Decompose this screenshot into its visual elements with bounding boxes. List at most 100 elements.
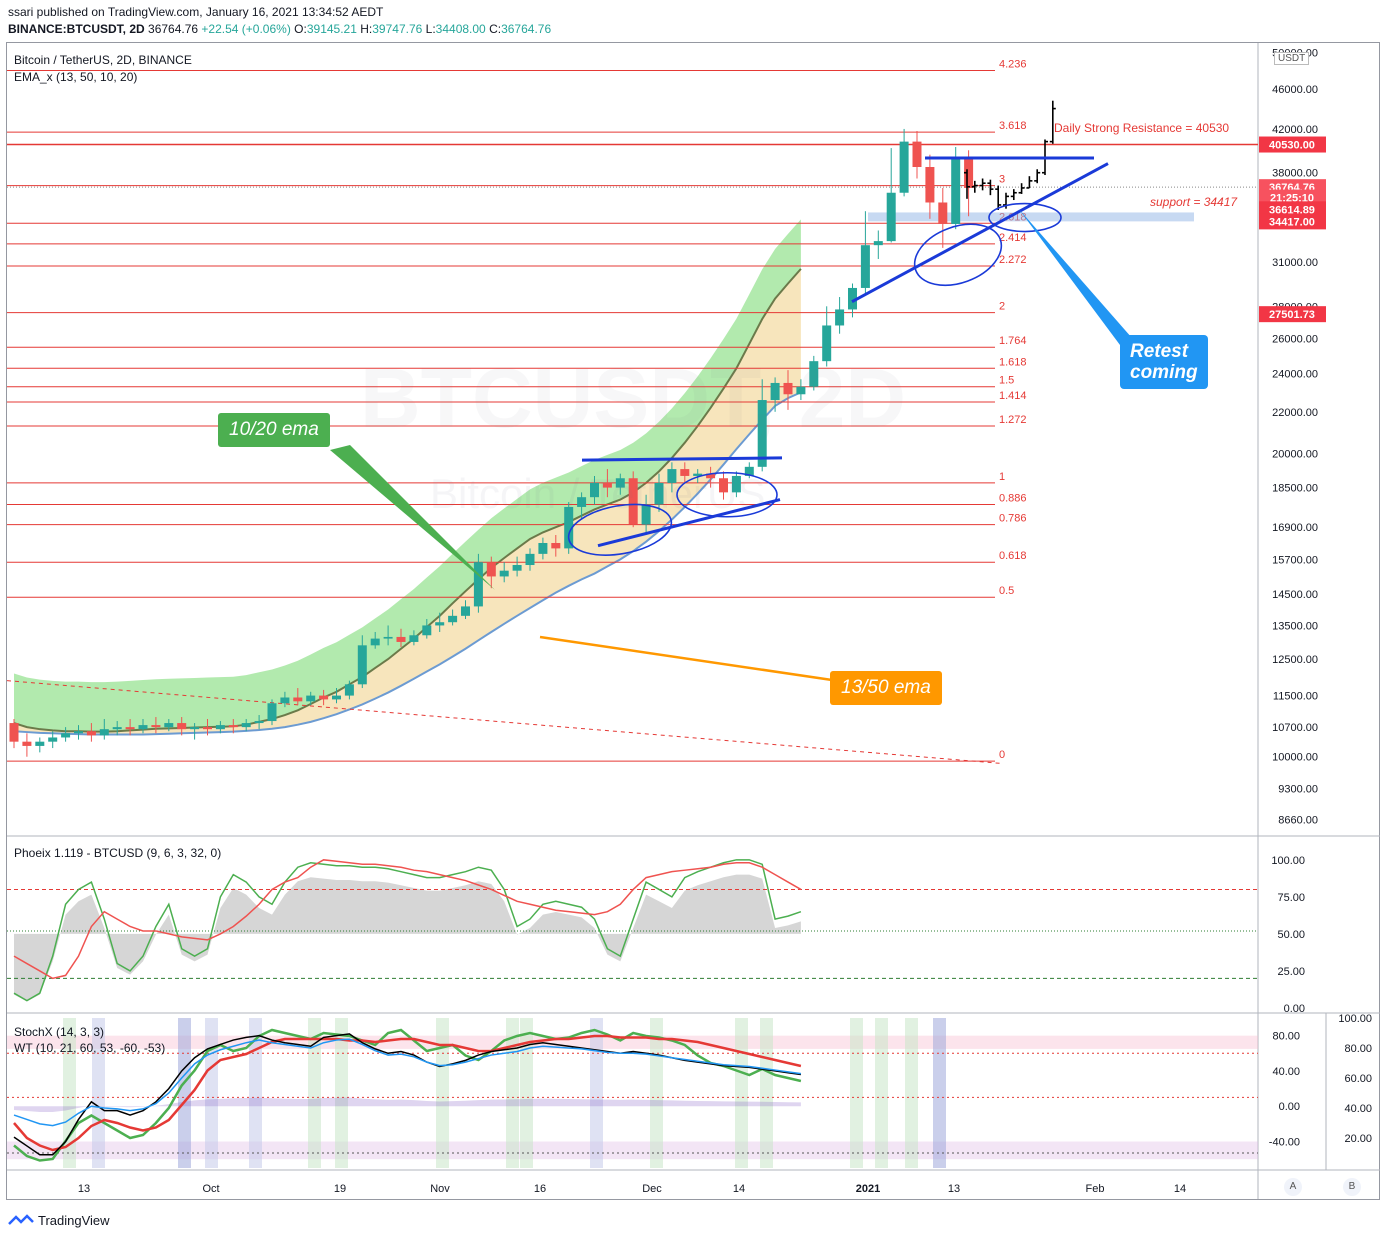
candle-body bbox=[228, 725, 238, 728]
fib-label: 0 bbox=[999, 749, 1005, 761]
close-value: 36764.76 bbox=[501, 22, 552, 36]
candle-body bbox=[951, 159, 961, 224]
candle-body bbox=[344, 684, 354, 696]
time-tick-label: 16 bbox=[534, 1183, 546, 1195]
ema-short-callout[interactable]: 10/20 ema bbox=[218, 413, 330, 447]
price-badge-label: 40530.00 bbox=[1269, 140, 1315, 152]
stoch-highlight-bar bbox=[249, 1018, 262, 1168]
price-badge bbox=[1259, 201, 1326, 218]
candle-body bbox=[112, 727, 122, 730]
uptrend-line-2 bbox=[851, 162, 1109, 303]
fib-label: 1.764 bbox=[999, 335, 1027, 347]
price-tick-label: 16900.00 bbox=[1272, 522, 1318, 534]
stoch-highlight-bar bbox=[178, 1018, 191, 1168]
retest-circle-4 bbox=[988, 202, 1062, 233]
candle-body bbox=[190, 727, 200, 730]
ema-long-callout[interactable]: 13/50 ema bbox=[830, 671, 942, 705]
candle-body bbox=[254, 721, 264, 724]
price-tick-label: 10700.00 bbox=[1272, 722, 1318, 734]
open-label: O: bbox=[294, 22, 307, 36]
candle-body bbox=[151, 725, 161, 728]
fib-label: 3.618 bbox=[999, 120, 1027, 132]
fib-label: 0.5 bbox=[999, 585, 1014, 597]
fib-label: 2.272 bbox=[999, 254, 1027, 266]
retest-circle-1 bbox=[567, 503, 673, 556]
wt-oversold-zone bbox=[7, 1141, 1258, 1160]
stoch-highlight-bar bbox=[436, 1018, 449, 1168]
candle-body bbox=[164, 723, 174, 728]
support-band bbox=[868, 212, 1194, 222]
price-badge bbox=[1259, 306, 1326, 323]
candle-body bbox=[706, 473, 716, 479]
candle-body bbox=[125, 727, 135, 730]
candle-body bbox=[22, 741, 32, 746]
wt-tick-label: 40.00 bbox=[1272, 1066, 1300, 1078]
phoenix-tick-label: 25.00 bbox=[1277, 966, 1305, 978]
time-tick-label: 19 bbox=[334, 1183, 346, 1195]
retest-line-2: coming bbox=[1130, 362, 1198, 383]
candle-body bbox=[409, 635, 419, 642]
candle-body bbox=[461, 606, 470, 616]
stoch-tick-label: 40.00 bbox=[1344, 1103, 1372, 1115]
close-label: C: bbox=[489, 22, 502, 36]
candle-body bbox=[796, 386, 806, 395]
candle-body bbox=[473, 562, 483, 607]
ohlc-line: BINANCE:BTCUSDT, 2D 36764.76 +22.54 (+0.… bbox=[8, 22, 551, 36]
price-tick-label: 24000.00 bbox=[1272, 369, 1318, 381]
candle-body bbox=[899, 141, 909, 193]
wt-tick-label: 80.00 bbox=[1272, 1031, 1300, 1043]
candle-body bbox=[435, 622, 445, 626]
brand: TradingView bbox=[38, 1213, 110, 1228]
candle-body bbox=[860, 245, 870, 288]
currency-badge: USDT bbox=[1274, 52, 1310, 65]
price-tick-label: 10000.00 bbox=[1272, 752, 1318, 764]
stoch-highlight-bar bbox=[850, 1018, 863, 1168]
candle-body bbox=[848, 287, 857, 310]
price-tick-label: 12500.00 bbox=[1272, 654, 1318, 666]
candle-body bbox=[357, 645, 367, 685]
b-button[interactable]: B bbox=[1343, 1178, 1361, 1196]
price-tick-label: 22000.00 bbox=[1272, 407, 1318, 419]
candle-body bbox=[215, 725, 225, 730]
stoch-highlight-bar bbox=[335, 1018, 348, 1168]
price-tick-label: 9300.00 bbox=[1278, 783, 1318, 795]
high-value: 39747.76 bbox=[372, 22, 423, 36]
phoenix-tick-label: 0.00 bbox=[1284, 1003, 1305, 1015]
candle-body bbox=[783, 382, 793, 395]
candle-body bbox=[577, 497, 587, 507]
wt-series-line bbox=[13, 1038, 802, 1127]
ema-slow-ribbon bbox=[14, 268, 801, 735]
candle-body bbox=[809, 361, 819, 387]
candle-body bbox=[628, 478, 638, 525]
candle-body bbox=[525, 553, 535, 566]
watermark: BTCUSDT, 2D bbox=[360, 351, 907, 445]
price-tick-label: 26000.00 bbox=[1272, 334, 1318, 346]
candle-body bbox=[86, 731, 96, 736]
candle-body bbox=[538, 542, 548, 554]
time-tick-label: Oct bbox=[202, 1183, 219, 1195]
candle-body bbox=[74, 731, 83, 734]
retest-callout[interactable]: Retest coming bbox=[1120, 335, 1208, 389]
phoenix-histogram bbox=[14, 874, 801, 1002]
price-tick-label: 18500.00 bbox=[1272, 483, 1318, 495]
watermark-sub: Bitcoin / TetherUS bbox=[430, 470, 766, 517]
candle-body bbox=[267, 703, 277, 722]
candle-body bbox=[551, 542, 561, 549]
time-tick-label: 13 bbox=[948, 1183, 960, 1195]
candle-body bbox=[912, 141, 922, 167]
candle-body bbox=[48, 737, 58, 742]
stoch-highlight-bar bbox=[92, 1018, 105, 1168]
candle-body bbox=[383, 636, 393, 639]
fib-label: 1.618 bbox=[999, 356, 1027, 368]
retest-line-1: Retest bbox=[1130, 341, 1189, 362]
candle-body bbox=[641, 504, 651, 525]
auto-scale-button[interactable]: A bbox=[1284, 1178, 1302, 1196]
candle-body bbox=[731, 475, 741, 493]
candle-body bbox=[486, 562, 496, 577]
candle-body bbox=[964, 159, 974, 188]
downtrend-line bbox=[7, 680, 1001, 764]
price-tick-label: 20000.00 bbox=[1272, 449, 1318, 461]
stoch-highlight-bar bbox=[520, 1018, 533, 1168]
price-tick-label: 42000.00 bbox=[1272, 124, 1318, 136]
